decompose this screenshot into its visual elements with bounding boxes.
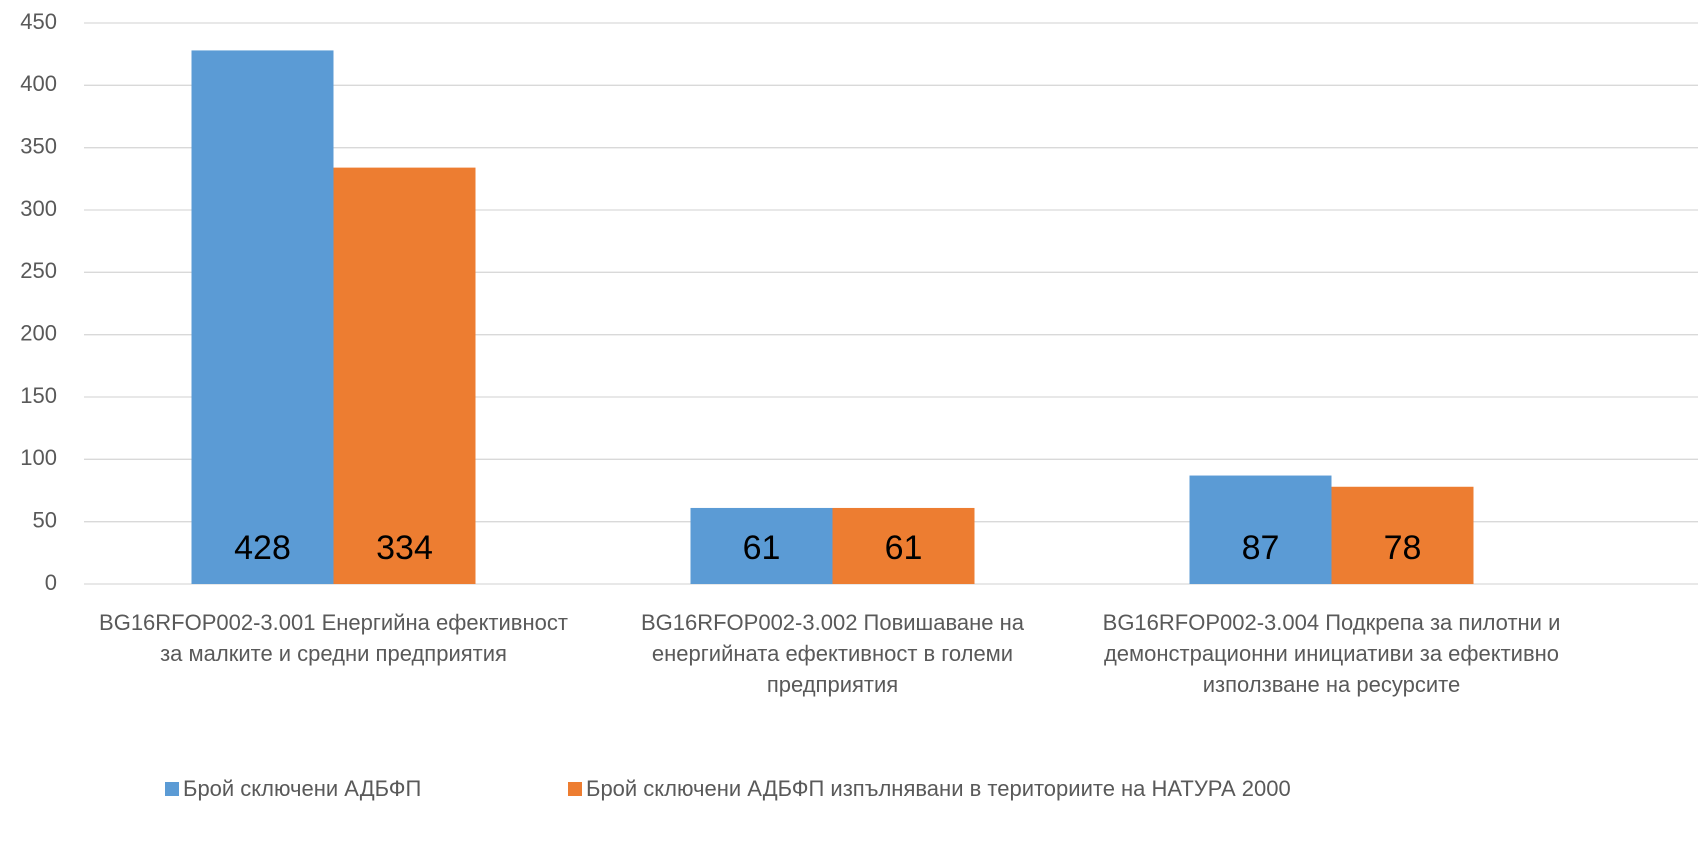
legend-swatch: [568, 782, 582, 796]
y-tick-label: 350: [20, 133, 57, 158]
bar: [191, 50, 334, 585]
bar: [333, 167, 476, 584]
data-label: 78: [1384, 529, 1422, 567]
x-tick-label: BG16RFOP002-3.001 Енергийна ефективност …: [99, 610, 568, 666]
y-tick-label: 200: [20, 320, 57, 345]
bar: [1331, 486, 1474, 584]
data-label: 334: [376, 529, 433, 567]
y-tick-label: 150: [20, 383, 57, 408]
data-label: 61: [885, 529, 923, 567]
y-tick-label: 0: [45, 570, 57, 595]
y-tick-label: 50: [33, 507, 57, 532]
data-label: 428: [234, 529, 291, 567]
legend-label: Брой сключени АДБФП изпълнявани в терито…: [586, 776, 1291, 801]
bar: [1189, 475, 1332, 584]
bar: [832, 507, 975, 584]
legend-swatch: [165, 782, 179, 796]
y-tick-label: 400: [20, 71, 57, 96]
x-tick-label: BG16RFOP002-3.002 Повишаване на енергийн…: [640, 610, 1025, 697]
x-tick-label: BG16RFOP002-3.004 Подкрепа за пилотни и …: [1102, 610, 1561, 697]
y-tick-label: 250: [20, 258, 57, 283]
y-tick-label: 450: [20, 9, 57, 34]
y-tick-label: 100: [20, 445, 57, 470]
bar: [690, 507, 833, 584]
legend-label: Брой сключени АДБФП: [183, 776, 421, 801]
data-label: 87: [1242, 529, 1280, 567]
data-label: 61: [743, 529, 781, 567]
y-tick-label: 300: [20, 196, 57, 221]
